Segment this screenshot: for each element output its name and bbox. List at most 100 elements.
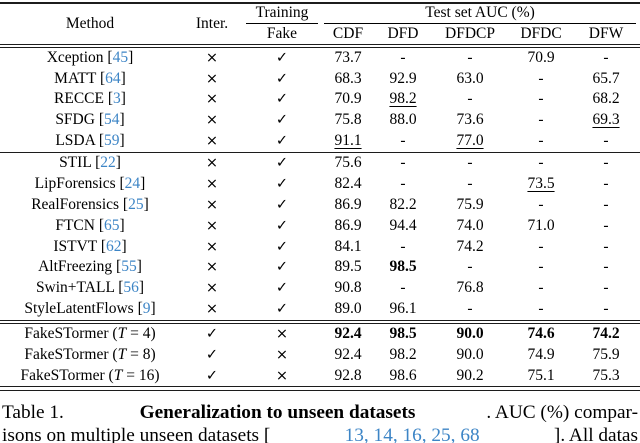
citation-ref[interactable]: 9 [142,299,151,317]
auc-value-dfdc: - [538,154,544,172]
auc-value-dfd: 98.2 [389,90,417,108]
section-divider-rule [0,151,640,154]
auc-value-cdf: 89.5 [334,258,362,276]
inter-mark: ✓ [205,367,219,384]
table-row: Swin+TALL [56] × ✓ 90.8 - 76.8 - - [0,278,640,299]
auc-value-cdf: 70.9 [334,90,362,108]
inter-mark: × [205,217,219,234]
caption-line-1: Table 1. Generalization to unseen datase… [2,401,638,425]
auc-value-dfw: - [603,279,609,297]
auc-value-dfdc: 73.5 [527,175,555,193]
citation-ref[interactable]: 25 [128,195,144,213]
citation-ref[interactable]: 45 [112,48,129,66]
training-fake-mark: ✓ [275,217,289,234]
auc-value-cdf: 90.8 [334,279,362,297]
method-name: FakeSTormer [24,324,109,342]
table-row: STIL [22] × ✓ 75.6 - - - - [0,153,640,174]
method-cell: RECCE [3] [54,90,126,108]
column-header-dfd: DFD [387,24,419,42]
auc-value-cdf: 91.1 [334,131,362,149]
method-name: Xception [46,48,104,66]
auc-value-dfd: 96.1 [389,299,417,317]
auc-value-dfdc: 71.0 [527,216,555,234]
training-fake-mark: × [275,346,289,363]
column-header-dfdcp: DFDCP [445,24,495,42]
caption-text-1: . AUC (%) compar- [486,401,638,423]
auc-value-dfd: - [400,48,406,66]
citation-ref[interactable]: 24 [124,175,141,193]
column-header-auc-title: Test set AUC (%) [324,4,636,24]
caption-line-2: isons on multiple unseen datasets [ 13, … [2,424,638,443]
citation-ref[interactable]: 54 [104,111,120,129]
method-cell: FakeSTormer (T = 8) [24,345,156,363]
ours-double-rule [0,319,640,324]
auc-value-dfd: - [400,175,406,193]
table-row: FakeSTormer (T = 16) ✓ × 92.8 98.6 90.2 75.1 75… [0,366,640,387]
table-header: Method Inter. Training Fake Test set AUC… [0,4,640,44]
auc-value-dfdc: - [538,195,544,213]
auc-value-dfdc: - [538,237,544,255]
auc-value-dfdcp: 74.2 [456,237,484,255]
method-name: FTCN [55,216,95,234]
auc-value-cdf: 86.9 [334,216,362,234]
method-name: Swin+TALL [35,279,115,297]
auc-value-dfdcp: - [467,154,473,172]
citation-ref[interactable]: 62 [106,237,122,255]
inter-mark: × [205,259,219,276]
method-cell: StyleLatentFlows [9] [24,299,156,317]
training-fake-mark: ✓ [275,176,289,193]
auc-value-dfd: - [400,154,406,172]
inter-mark: × [205,238,219,255]
math-var-T: T [113,366,123,384]
auc-value-dfw: - [603,216,609,234]
citation-ref[interactable]: 64 [105,69,121,87]
caption-citation-refs[interactable]: 13, 14, 16, 25, 68 [344,425,480,443]
auc-value-cdf: 82.4 [334,175,362,193]
auc-value-dfd: 98.6 [389,366,417,384]
column-header-dfdc: DFDC [520,24,562,42]
auc-value-dfw: 75.9 [592,345,620,363]
auc-value-dfw: - [603,299,609,317]
auc-value-dfdc: 70.9 [527,48,555,66]
table-row: FakeSTormer (T = 8) ✓ × 92.4 98.2 90.0 74.9 75.… [0,345,640,366]
auc-value-dfw: - [603,154,609,172]
citation-ref[interactable]: 22 [100,154,116,172]
auc-value-dfdcp: - [467,299,473,317]
auc-value-cdf: 89.0 [334,299,362,317]
method-cell: Xception [45] [46,48,134,66]
math-var-T: T [117,324,127,342]
citation-ref[interactable]: 59 [104,131,120,149]
method-cell: AltFreezing [55] [38,258,142,276]
auc-value-dfdc: 74.6 [527,324,555,342]
auc-value-cdf: 92.4 [334,324,362,342]
table-row: StyleLatentFlows [9] × ✓ 89.0 96.1 - - - [0,299,640,320]
auc-value-dfdc: 75.1 [527,366,555,384]
method-cell: FTCN [65] [55,216,125,234]
citation-ref[interactable]: 55 [121,258,137,276]
inter-mark: × [205,196,219,213]
header-double-rule [0,43,640,48]
citation-ref[interactable]: 3 [113,90,121,108]
auc-value-dfdcp: 90.2 [456,366,484,384]
column-header-fake: Fake [266,24,298,42]
method-name: LipForensics [34,175,116,193]
citation-ref[interactable]: 56 [123,279,139,297]
auc-value-cdf: 75.6 [334,154,362,172]
auc-value-dfw: - [603,237,609,255]
table-section-fakestormer: FakeSTormer (T = 4) ✓ × 92.4 98.5 90.0 74.6 74.… [0,324,640,386]
table-row: MATT [64] × ✓ 68.3 92.9 63.0 - 65.7 [0,69,640,90]
column-header-dfw: DFW [588,24,624,42]
method-name: ISTVT [53,237,97,255]
citation-ref[interactable]: 65 [104,216,120,234]
inter-mark: × [205,112,219,129]
method-name: AltFreezing [38,258,113,276]
auc-value-dfw: - [603,48,609,66]
caption-table-number: Table 1. [2,401,69,423]
inter-mark: × [205,91,219,108]
table-section-frame-methods: Xception [45] × ✓ 73.7 - - 70.9 - MATT [64] × ✓ 68.… [0,48,640,152]
inter-mark: ✓ [205,325,219,342]
auc-value-dfdc: - [538,279,544,297]
auc-value-dfdc: - [538,111,544,129]
auc-value-dfd: 98.2 [389,345,417,363]
